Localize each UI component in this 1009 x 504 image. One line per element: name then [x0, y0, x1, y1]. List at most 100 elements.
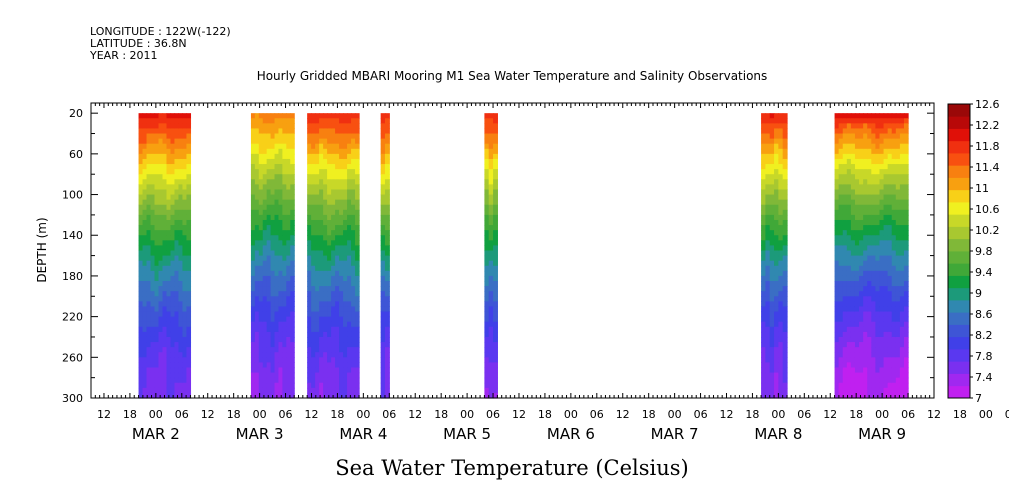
heatmap-cell [765, 250, 771, 257]
heatmap-cell [182, 296, 188, 302]
heatmap-cell [883, 286, 889, 292]
heatmap-cell [850, 143, 856, 150]
heatmap-cell [186, 306, 192, 313]
heatmap-cell [384, 245, 390, 252]
heatmap-cell [339, 377, 344, 384]
heatmap-cell [250, 179, 256, 185]
heatmap-cell [270, 336, 276, 343]
heatmap-cell [493, 113, 498, 119]
heatmap-cell [315, 296, 320, 302]
heatmap-cell [182, 138, 188, 145]
heatmap-cell [863, 194, 868, 201]
heatmap-cell [319, 240, 324, 247]
heatmap-cell [887, 311, 893, 318]
heatmap-cell [146, 123, 152, 130]
heatmap-cell [883, 148, 889, 155]
heatmap-cell [488, 316, 494, 323]
heatmap-cell [154, 342, 160, 348]
heatmap-cell [154, 133, 160, 140]
heatmap-cell [174, 301, 180, 308]
heatmap-cell [254, 230, 260, 236]
heatmap-cell [186, 194, 192, 201]
heatmap-cell [331, 265, 336, 272]
heatmap-cell [838, 352, 844, 358]
heatmap-cell [891, 296, 897, 302]
heatmap-cell [875, 199, 881, 206]
heatmap-cell [250, 342, 256, 348]
heatmap-cell [162, 148, 168, 155]
heatmap-cell [335, 377, 340, 384]
heatmap-cell [315, 270, 320, 277]
heatmap-cell [315, 316, 320, 323]
heatmap-cell [854, 311, 860, 318]
heatmap-cell [335, 138, 340, 145]
heatmap-cell [162, 255, 168, 262]
year-label: YEAR : 2011 [89, 49, 158, 62]
heatmap-cell [859, 189, 864, 196]
heatmap-cell [343, 209, 348, 216]
heatmap-cell [380, 286, 386, 292]
heatmap-cell [270, 179, 276, 185]
heatmap-cell [854, 123, 860, 130]
heatmap-cell [262, 291, 268, 297]
heatmap-cell [778, 362, 784, 369]
heatmap-cell [162, 214, 168, 221]
heatmap-cell [842, 321, 848, 328]
heatmap-cell [158, 245, 164, 252]
heatmap-cell [895, 377, 901, 384]
heatmap-cell [178, 265, 184, 272]
heatmap-cell [879, 326, 885, 333]
heatmap-cell [343, 352, 348, 358]
heatmap-cell [274, 158, 280, 165]
heatmap-cell [278, 184, 283, 191]
heatmap-cell [761, 245, 766, 252]
heatmap-cell [879, 377, 885, 384]
heatmap-cell [903, 184, 909, 191]
heatmap-cell [769, 219, 775, 226]
heatmap-cell [319, 133, 324, 140]
heatmap-cell [384, 260, 390, 267]
heatmap-cell [879, 189, 885, 196]
heatmap-cell [319, 184, 324, 191]
heatmap-cell [782, 164, 788, 170]
heatmap-cell [162, 382, 168, 389]
heatmap-cell [879, 138, 885, 145]
heatmap-cell [142, 235, 148, 241]
heatmap-cell [282, 362, 287, 369]
heatmap-cell [838, 189, 844, 196]
heatmap-cell [319, 352, 324, 358]
heatmap-cell [166, 291, 172, 297]
heatmap-cell [282, 352, 287, 358]
heatmap-cell [142, 128, 148, 135]
heatmap-cell [384, 311, 390, 318]
heatmap-cell [319, 245, 324, 252]
heatmap-cell [778, 306, 784, 313]
y-tick-label: 220 [62, 311, 83, 324]
heatmap-cell [899, 169, 905, 175]
colorbar-swatch [948, 202, 970, 215]
heatmap-cell [150, 230, 156, 236]
heatmap-cell [834, 270, 840, 277]
heatmap-cell [859, 306, 864, 313]
heatmap-cell [765, 326, 771, 333]
heatmap-cell [258, 158, 264, 165]
heatmap-cell [327, 138, 332, 145]
heatmap-cell [351, 362, 356, 369]
heatmap-cell [323, 321, 328, 328]
heatmap-cell [286, 143, 291, 150]
heatmap-cell [895, 281, 901, 287]
heatmap-cell [282, 387, 287, 394]
heatmap-cell [384, 225, 390, 231]
heatmap-cell [146, 392, 152, 399]
heatmap-cell [282, 158, 287, 165]
heatmap-cell [274, 123, 280, 130]
heatmap-cell [854, 189, 860, 196]
heatmap-cell [278, 301, 283, 308]
heatmap-cell [879, 296, 885, 302]
heatmap-cell [347, 158, 352, 165]
heatmap-cell [761, 377, 766, 384]
heatmap-cell [347, 230, 352, 236]
heatmap-cell [278, 342, 283, 348]
heatmap-cell [854, 270, 860, 277]
heatmap-cell [493, 311, 498, 318]
